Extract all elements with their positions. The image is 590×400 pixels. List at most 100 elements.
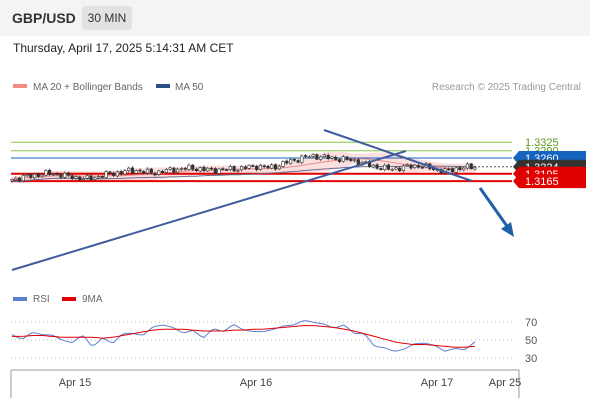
candle-body — [176, 168, 180, 173]
candle-body — [104, 171, 108, 178]
candle-body — [270, 164, 274, 169]
candle-body — [130, 167, 135, 174]
candle-body — [330, 156, 334, 159]
candle-body — [89, 175, 93, 181]
candle-body — [315, 154, 319, 160]
candle-body — [285, 160, 289, 164]
candle-body — [379, 168, 383, 171]
price-tag-text-1-3165: 1.3165 — [525, 176, 559, 188]
candle-body — [277, 165, 281, 170]
candle-body — [21, 175, 25, 182]
candle-body — [149, 168, 153, 174]
candle-body — [179, 168, 184, 170]
candle-body — [127, 167, 131, 172]
candle-body — [240, 166, 244, 171]
candle-body — [142, 171, 146, 174]
candle-body — [191, 164, 195, 170]
legend-swatch-ma50 — [156, 84, 170, 88]
support-trendline — [11, 150, 407, 271]
legend-ma20-label: MA 20 + Bollinger Bands — [33, 82, 143, 93]
candle-body — [228, 166, 232, 170]
candle-body — [93, 177, 97, 180]
candle-body — [405, 164, 409, 166]
candle-body — [390, 169, 394, 171]
candle-body — [258, 165, 263, 170]
candle-body — [161, 171, 165, 174]
candle-body — [292, 159, 296, 161]
candle-body — [100, 175, 104, 178]
candle-body — [168, 167, 172, 170]
price-tag-1-3165 — [513, 174, 586, 189]
candle-body — [157, 170, 161, 175]
rsi-level-label-70: 70 — [525, 317, 537, 329]
candle-body — [217, 168, 221, 174]
candle-body — [44, 170, 48, 176]
candle-body — [206, 167, 210, 172]
candle-body — [14, 177, 18, 181]
candle-body — [345, 156, 349, 160]
chart-header-bar: GBP/USD 30 MIN — [0, 0, 590, 36]
legend-swatch-rsi — [13, 297, 27, 301]
candle-body — [194, 168, 199, 172]
candle-body — [66, 172, 71, 176]
candle-body — [85, 175, 89, 179]
legend-rsi-label: RSI — [33, 294, 50, 305]
candle-body — [334, 156, 338, 160]
candle-body — [134, 170, 138, 174]
candle-body — [337, 159, 342, 162]
candle-body — [398, 167, 402, 172]
candle-body — [108, 171, 112, 174]
candle-body — [458, 167, 462, 170]
ma50-line — [11, 165, 475, 183]
forecast-arrow-head — [501, 222, 514, 237]
candle-body — [70, 175, 74, 180]
candle-body — [462, 167, 466, 171]
bollinger-bands — [12, 151, 475, 183]
candle-body — [78, 176, 82, 181]
candle-body — [243, 166, 248, 169]
candle-body — [29, 174, 33, 178]
rsi-lines — [11, 320, 476, 352]
candle-body — [288, 159, 293, 164]
x-tick-apr16: Apr 16 — [240, 377, 272, 389]
candle-body — [311, 154, 315, 157]
candle-body — [262, 165, 266, 168]
candle-body — [59, 174, 63, 178]
candle-body — [32, 173, 37, 179]
candle-body — [17, 177, 22, 182]
trendlines — [11, 129, 514, 271]
resistance-trendline — [323, 129, 473, 182]
candle-body — [251, 165, 255, 167]
candle-body — [420, 166, 424, 169]
candle-body — [401, 165, 406, 172]
candle-body — [153, 173, 157, 176]
candle-body — [281, 161, 285, 167]
candle-body — [202, 166, 206, 171]
candle-body — [112, 172, 116, 176]
candle-body — [409, 164, 413, 169]
candle-body — [450, 168, 455, 173]
candle-body — [36, 173, 40, 177]
chart-timestamp: Thursday, April 17, 2025 5:14:31 AM CET — [13, 41, 234, 55]
candle-body — [416, 165, 421, 168]
candle-body — [119, 171, 123, 175]
chart-credit: Research © 2025 Trading Central — [432, 82, 581, 93]
rsi-line — [11, 320, 476, 352]
candle-body — [63, 172, 67, 178]
moving-averages — [11, 158, 476, 183]
x-tick-apr25: Apr 25 — [489, 377, 521, 389]
candle-body — [51, 173, 55, 176]
candle-body — [198, 167, 202, 172]
candle-body — [394, 167, 398, 170]
x-axis: Apr 15 Apr 16 Apr 17 Apr 25 — [10, 369, 521, 398]
candle-body — [10, 179, 14, 182]
candle-body — [40, 174, 44, 178]
candle-body — [296, 160, 300, 163]
bollinger-band-area — [12, 151, 475, 183]
rsi-grid: 70 50 30 — [11, 317, 537, 365]
candle-body — [172, 167, 176, 173]
candle-body — [273, 164, 278, 170]
legend-swatch-9ma — [62, 297, 76, 301]
timeframe-badge[interactable]: 30 MIN — [82, 6, 132, 30]
